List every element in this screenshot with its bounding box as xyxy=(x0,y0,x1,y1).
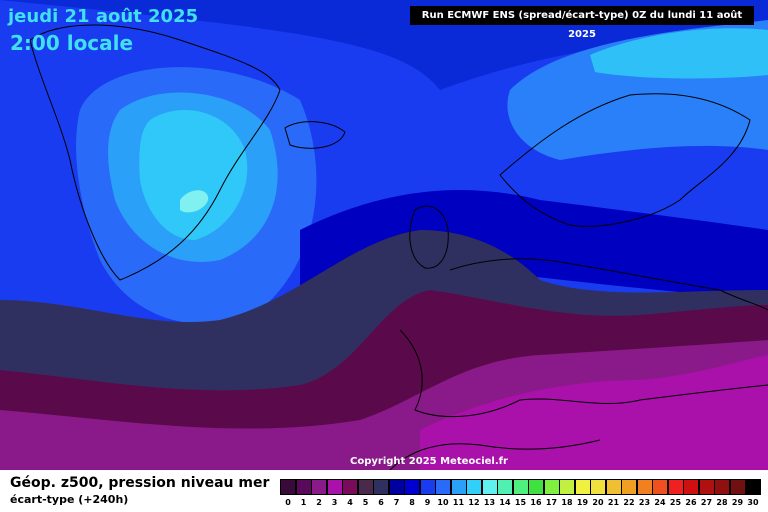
scale-label: 11 xyxy=(452,498,465,507)
scale-label: 26 xyxy=(685,498,697,507)
scale-swatch xyxy=(729,479,746,495)
forecast-date: jeudi 21 août 2025 xyxy=(8,6,199,27)
scale-label: 18 xyxy=(561,498,573,507)
parameter-subtitle: écart-type (+240h) xyxy=(10,493,129,506)
scale-label: 1 xyxy=(300,498,307,507)
scale-swatch xyxy=(311,479,327,495)
scale-label: 29 xyxy=(731,498,744,507)
scale-swatch xyxy=(590,479,606,495)
scale-swatch xyxy=(295,479,312,495)
scale-swatch xyxy=(326,479,343,495)
scale-swatch xyxy=(388,479,405,495)
scandinavia-coast xyxy=(499,93,751,227)
scale-swatch xyxy=(605,479,622,495)
scale-swatch xyxy=(698,479,715,495)
spread-area-cyan-ne xyxy=(590,28,768,79)
scale-label: 10 xyxy=(437,498,449,507)
scale-label: 2 xyxy=(316,498,322,507)
scale-label: 19 xyxy=(576,498,589,507)
scale-swatch xyxy=(466,479,482,495)
scale-swatch xyxy=(357,479,374,495)
spread-area-bright-magenta xyxy=(420,355,768,470)
scale-label: 17 xyxy=(545,498,558,507)
scale-swatch xyxy=(342,479,358,495)
weather-map xyxy=(0,0,768,470)
british-isles-coast xyxy=(409,205,449,269)
scale-swatch xyxy=(714,479,730,495)
spread-area-greenland-peak xyxy=(180,190,209,213)
scale-swatch xyxy=(512,479,529,495)
greenland-coast xyxy=(29,24,281,281)
scale-swatch xyxy=(280,479,296,495)
europe-coast xyxy=(399,258,768,417)
scale-label: 4 xyxy=(347,498,353,507)
scale-label: 0 xyxy=(285,498,291,507)
scale-swatch xyxy=(435,479,451,495)
scale-label: 5 xyxy=(362,498,369,507)
scale-label: 28 xyxy=(716,498,728,507)
scale-label: 13 xyxy=(483,498,496,507)
forecast-time: 2:00 locale xyxy=(10,31,134,55)
scale-swatch xyxy=(404,479,420,495)
scale-swatch xyxy=(667,479,684,495)
scale-label: 9 xyxy=(424,498,431,507)
scale-label: 20 xyxy=(592,498,604,507)
scale-swatch xyxy=(419,479,436,495)
scale-swatch xyxy=(373,479,389,495)
scale-label: 21 xyxy=(607,498,620,507)
scale-swatch xyxy=(621,479,637,495)
scale-swatch xyxy=(543,479,560,495)
scale-label: 14 xyxy=(499,498,511,507)
scale-label: 12 xyxy=(468,498,480,507)
coastlines xyxy=(29,24,768,470)
scale-label: 30 xyxy=(747,498,759,507)
scale-swatch xyxy=(683,479,699,495)
scale-label: 22 xyxy=(623,498,635,507)
scale-label: 15 xyxy=(514,498,527,507)
scale-swatch xyxy=(450,479,467,495)
scale-swatch xyxy=(574,479,591,495)
scale-label: 3 xyxy=(331,498,338,507)
scale-label: 25 xyxy=(669,498,682,507)
scale-swatch xyxy=(528,479,544,495)
scale-label: 8 xyxy=(409,498,415,507)
scale-swatch xyxy=(559,479,575,495)
scale-swatch xyxy=(481,479,498,495)
scale-swatch xyxy=(497,479,513,495)
run-info-banner: Run ECMWF ENS (spread/écart-type) 0Z du … xyxy=(410,6,754,40)
scale-label: 6 xyxy=(378,498,384,507)
scale-swatch xyxy=(636,479,653,495)
scale-label: 24 xyxy=(654,498,666,507)
scale-label: 16 xyxy=(530,498,542,507)
scale-label: 27 xyxy=(700,498,713,507)
iceland-coast xyxy=(284,121,346,149)
copyright-text: Copyright 2025 Meteociel.fr xyxy=(350,456,508,467)
scale-swatch xyxy=(745,479,761,495)
africa-coast xyxy=(389,439,601,470)
scale-label: 23 xyxy=(638,498,651,507)
parameter-title: Géop. z500, pression niveau mer xyxy=(10,475,270,491)
spread-area-greenland-core xyxy=(139,110,248,240)
scale-swatch xyxy=(652,479,668,495)
scale-label: 7 xyxy=(393,498,400,507)
